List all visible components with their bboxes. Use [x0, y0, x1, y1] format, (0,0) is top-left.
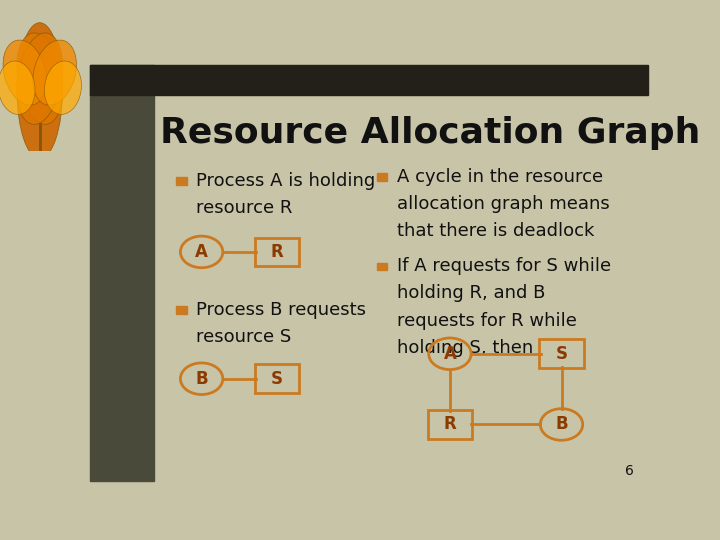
Bar: [90, 65, 154, 481]
Text: B: B: [195, 370, 208, 388]
Text: allocation graph means: allocation graph means: [397, 195, 610, 213]
Ellipse shape: [0, 61, 35, 114]
Text: holding R, and B: holding R, and B: [397, 285, 545, 302]
Text: resource R: resource R: [196, 199, 292, 217]
Ellipse shape: [17, 33, 63, 124]
Text: resource S: resource S: [196, 328, 292, 346]
Text: A: A: [195, 243, 208, 261]
Text: Process B requests: Process B requests: [196, 301, 366, 319]
Text: S: S: [556, 345, 567, 363]
Text: R: R: [444, 415, 456, 434]
Text: S: S: [271, 370, 283, 388]
Ellipse shape: [33, 40, 76, 105]
Bar: [90, 65, 648, 94]
Bar: [377, 173, 387, 181]
Text: A: A: [444, 345, 456, 363]
Text: B: B: [555, 415, 568, 434]
Text: If A requests for S while: If A requests for S while: [397, 258, 611, 275]
Text: A cycle in the resource: A cycle in the resource: [397, 168, 603, 186]
Bar: [176, 178, 186, 185]
Text: 6: 6: [625, 464, 634, 478]
Text: Resource Allocation Graph: Resource Allocation Graph: [160, 117, 700, 151]
Text: Process A is holding: Process A is holding: [196, 172, 375, 190]
Ellipse shape: [45, 61, 81, 114]
Text: requests for R while: requests for R while: [397, 312, 577, 329]
Text: holding S, then: holding S, then: [397, 339, 533, 356]
Bar: [377, 263, 387, 270]
Ellipse shape: [17, 23, 63, 159]
Ellipse shape: [17, 33, 63, 124]
Text: that there is deadlock: that there is deadlock: [397, 222, 594, 240]
Text: R: R: [271, 243, 283, 261]
Ellipse shape: [3, 40, 47, 105]
Bar: [176, 306, 186, 314]
